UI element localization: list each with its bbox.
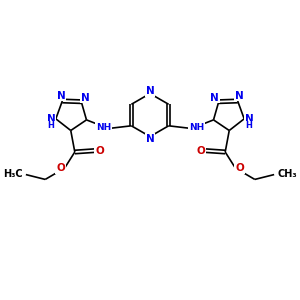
Text: CH₃: CH₃: [278, 169, 297, 178]
Text: N: N: [57, 91, 65, 100]
Text: N: N: [46, 114, 56, 124]
Text: NH: NH: [96, 123, 111, 132]
Text: NH: NH: [189, 123, 204, 132]
Text: H₃C: H₃C: [3, 169, 22, 178]
Text: O: O: [95, 146, 104, 156]
Text: H: H: [47, 121, 54, 130]
Text: N: N: [244, 114, 253, 124]
Text: O: O: [235, 163, 244, 173]
Text: N: N: [146, 86, 154, 96]
Text: N: N: [235, 91, 243, 100]
Text: N: N: [146, 134, 154, 144]
Text: O: O: [56, 163, 65, 173]
Text: N: N: [81, 93, 90, 103]
Text: O: O: [196, 146, 205, 156]
Text: H: H: [246, 121, 253, 130]
Text: N: N: [210, 93, 219, 103]
